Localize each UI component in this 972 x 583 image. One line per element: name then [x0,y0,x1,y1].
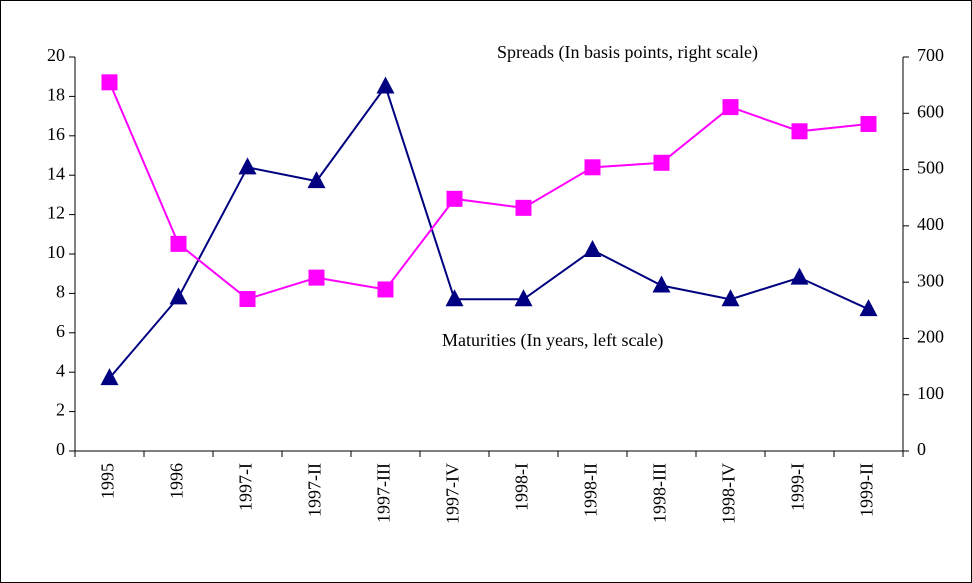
x-tick-label: 1998-I [512,463,532,511]
y2-tick-label: 700 [917,45,944,65]
x-tick-label: 1996 [167,463,187,499]
marker-triangle [238,157,257,175]
x-tick-label: 1995 [98,463,118,499]
y-tick-label: 2 [56,400,65,420]
y-tick-label: 4 [56,360,65,380]
y2-tick-label: 100 [917,383,944,403]
x-tick-label: 1999-II [857,463,877,517]
y-tick-label: 0 [56,439,65,459]
x-tick-label: 1998-II [581,463,601,517]
marker-square [584,159,601,176]
x-tick-label: 1998-IV [719,463,739,524]
x-tick-label: 1997-IV [443,463,463,524]
marker-square [791,123,808,140]
y-tick-label: 8 [56,282,65,302]
marker-triangle [721,289,740,307]
y2-tick-label: 0 [917,439,926,459]
y-tick-label: 6 [56,321,65,341]
y-tick-label: 14 [47,163,65,183]
y-tick-label: 20 [47,45,65,65]
y-tick-label: 16 [47,124,65,144]
series-label: Maturities (In years, left scale) [442,330,663,351]
series-line [108,84,869,379]
marker-triangle [790,267,809,285]
marker-square [101,74,118,91]
marker-square [860,115,877,132]
marker-square [377,281,394,298]
marker-triangle [652,275,671,293]
y-tick-label: 10 [47,242,65,262]
y2-tick-label: 500 [917,158,944,178]
marker-triangle [445,289,464,307]
x-tick-label: 1997-II [305,463,325,517]
x-tick-label: 1997-I [236,463,256,511]
y2-tick-label: 300 [917,270,944,290]
marker-triangle [169,287,188,305]
y-tick-label: 12 [47,203,65,223]
y2-tick-label: 600 [917,101,944,121]
marker-triangle [100,368,119,386]
marker-triangle [376,76,395,94]
marker-triangle [859,299,878,317]
marker-square [239,291,256,308]
y2-tick-label: 200 [917,327,944,347]
series-label: Spreads (In basis points, right scale) [497,42,758,63]
marker-square [308,269,325,286]
marker-square [446,190,463,207]
y2-tick-label: 400 [917,214,944,234]
marker-square [653,154,670,171]
x-tick-label: 1997-III [374,463,394,523]
marker-square [722,99,739,116]
x-tick-label: 1999-I [788,463,808,511]
marker-triangle [514,289,533,307]
marker-square [515,199,532,216]
marker-triangle [307,171,326,189]
series-line [108,81,869,301]
marker-triangle [583,240,602,258]
x-tick-label: 1998-III [650,463,670,523]
y-tick-label: 18 [47,85,65,105]
marker-square [170,235,187,252]
